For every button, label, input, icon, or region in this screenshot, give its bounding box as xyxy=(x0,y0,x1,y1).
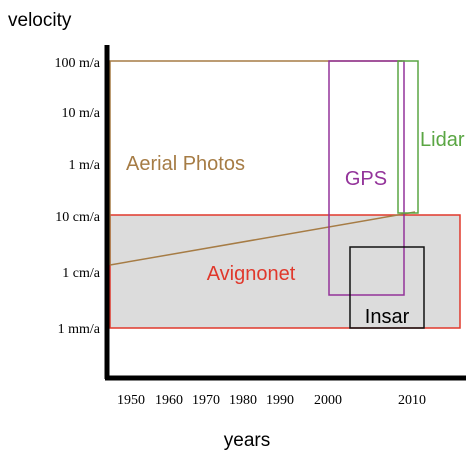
x-axis-label: years xyxy=(224,430,270,451)
aerial-region xyxy=(109,60,402,265)
y-tick-label: 1 m/a xyxy=(69,158,101,173)
x-tick-label: 1950 xyxy=(117,393,145,408)
lidar-region xyxy=(397,60,419,214)
x-tick-label: 2000 xyxy=(314,393,342,408)
insar-region xyxy=(349,246,425,329)
region-label: Insar xyxy=(365,306,410,328)
y-tick-label: 10 cm/a xyxy=(55,210,100,225)
x-tick-label: 1980 xyxy=(229,393,257,408)
y-axis-label: velocity xyxy=(8,10,72,31)
y-tick-label: 1 cm/a xyxy=(62,266,100,281)
region-label: Avignonet xyxy=(207,263,296,285)
x-tick-label: 1960 xyxy=(155,393,183,408)
region-label: Lidar xyxy=(420,129,465,151)
y-tick-label: 10 m/a xyxy=(62,106,101,121)
x-tick-label: 1970 xyxy=(192,393,220,408)
region-label: Aerial Photos xyxy=(126,153,245,175)
y-tick-label: 100 m/a xyxy=(55,56,101,71)
y-tick-label: 1 mm/a xyxy=(58,322,101,337)
region-label: GPS xyxy=(345,168,387,190)
gps-region xyxy=(328,60,405,296)
aerial-diagonal xyxy=(109,211,416,266)
x-tick-label: 1990 xyxy=(266,393,294,408)
x-tick-label: 2010 xyxy=(398,393,426,408)
